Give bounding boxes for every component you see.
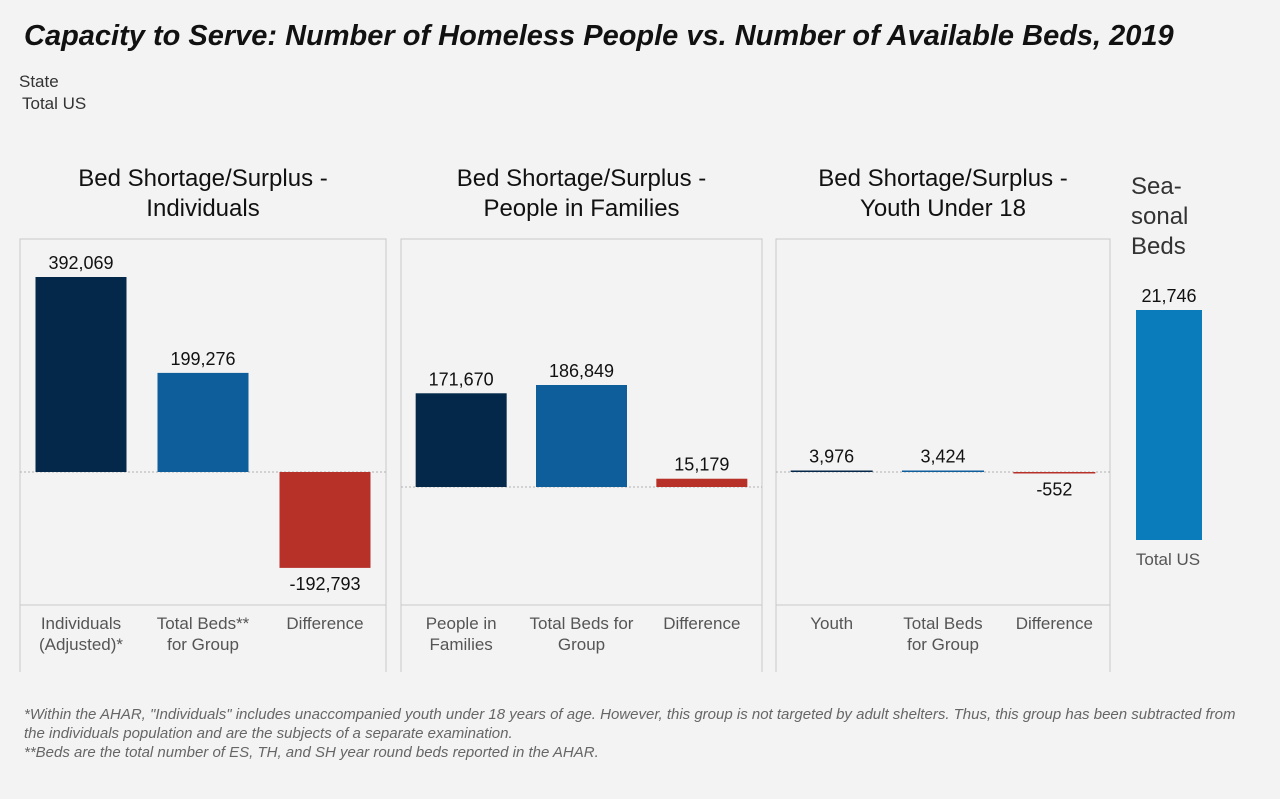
panel-title-youth: Bed Shortage/Surplus - Youth Under 18 xyxy=(776,164,1110,224)
panel-title-families: Bed Shortage/Surplus - People in Familie… xyxy=(401,164,762,224)
panel-0: 392,069 Individuals (Adjusted)* 199,276 Tota… xyxy=(19,238,387,672)
data-label: 171,670 xyxy=(429,369,494,389)
panel-frame xyxy=(19,238,387,606)
category-label: People in xyxy=(426,614,497,633)
category-label: Families xyxy=(430,635,493,654)
data-label: 392,069 xyxy=(48,253,113,273)
data-label: 186,849 xyxy=(549,361,614,381)
footnote-1: *Within the AHAR, "Individuals" includes… xyxy=(24,706,1236,742)
bar-0[interactable] xyxy=(415,393,507,487)
bar-0[interactable] xyxy=(35,277,127,472)
panel-frame xyxy=(400,238,763,606)
panel-title-line: Bed Shortage/Surplus - xyxy=(818,165,1068,192)
category-label: Group xyxy=(558,635,605,654)
bar-1[interactable] xyxy=(536,385,627,487)
panel-title-line: Individuals xyxy=(146,195,260,222)
panel-1: 171,670 People in Families 186,849 Total Bed… xyxy=(400,238,763,672)
chart-title: Capacity to Serve: Number of Homeless Pe… xyxy=(24,20,1174,52)
panel-title-line: Bed Shortage/Surplus - xyxy=(456,165,707,192)
category-label: Difference xyxy=(663,614,740,633)
footnotes: *Within the AHAR, "Individuals" includes… xyxy=(24,705,1259,762)
panel-title-line: Beds xyxy=(1131,233,1186,260)
bar-2[interactable] xyxy=(1013,472,1096,474)
category-label: Total Beds xyxy=(903,614,982,633)
panel-frame xyxy=(775,238,1111,606)
bar-0[interactable] xyxy=(1136,310,1202,540)
category-label: for Group xyxy=(167,635,239,654)
panel-title-line: Youth Under 18 xyxy=(860,195,1026,222)
bar-1[interactable] xyxy=(902,470,984,473)
data-label: 3,976 xyxy=(809,447,854,467)
bar-0[interactable] xyxy=(790,470,873,473)
panel-title-line: Sea- xyxy=(1131,173,1182,200)
filter-value[interactable]: Total US xyxy=(22,94,87,113)
panel-title-line: sonal xyxy=(1131,203,1189,230)
panel-2: 3,976 Youth 3,424 Total Beds for Group -552 Di… xyxy=(775,238,1111,672)
category-label: Total Beds for xyxy=(530,614,634,633)
data-label: 15,179 xyxy=(674,455,729,475)
bar-2[interactable] xyxy=(656,478,748,487)
panel-title-individuals: Bed Shortage/Surplus - Individuals xyxy=(20,164,386,224)
panel-title-line: Bed Shortage/Surplus - xyxy=(78,165,328,192)
data-label: -552 xyxy=(1036,480,1072,500)
panel-title-seasonal: Sea- sonal Beds xyxy=(1131,172,1188,262)
category-label: (Adjusted)* xyxy=(39,635,123,654)
panel-title-line: People in Families xyxy=(483,195,680,222)
category-label: Difference xyxy=(1016,614,1093,633)
data-label: -192,793 xyxy=(289,574,360,594)
data-label: 199,276 xyxy=(170,349,235,369)
data-label: 21,746 xyxy=(1141,286,1196,306)
data-label: 3,424 xyxy=(920,447,965,467)
filter-label: State xyxy=(19,72,59,91)
panel-seasonal: 21,746 Total US xyxy=(1136,286,1202,569)
category-label: Youth xyxy=(810,614,853,633)
bar-1[interactable] xyxy=(157,372,249,472)
footnote-2: **Beds are the total number of ES, TH, a… xyxy=(24,744,599,761)
category-label: for Group xyxy=(907,635,979,654)
bar-2[interactable] xyxy=(279,472,371,568)
category-label: Total US xyxy=(1136,550,1200,569)
category-label: Difference xyxy=(286,614,363,633)
category-label: Individuals xyxy=(41,614,121,633)
category-label: Total Beds** xyxy=(157,614,250,633)
